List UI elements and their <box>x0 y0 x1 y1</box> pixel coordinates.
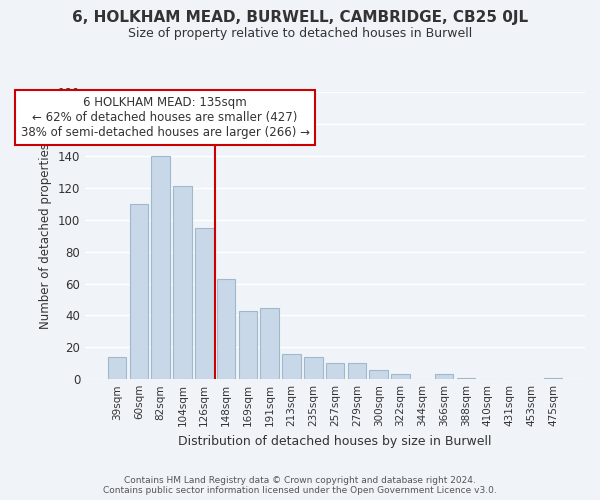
Text: Size of property relative to detached houses in Burwell: Size of property relative to detached ho… <box>128 28 472 40</box>
X-axis label: Distribution of detached houses by size in Burwell: Distribution of detached houses by size … <box>178 434 492 448</box>
Bar <box>326 364 344 379</box>
Bar <box>435 374 454 379</box>
Bar <box>195 228 214 379</box>
Bar <box>173 186 192 379</box>
Bar <box>457 378 475 379</box>
Bar <box>260 308 279 379</box>
Text: 6 HOLKHAM MEAD: 135sqm
← 62% of detached houses are smaller (427)
38% of semi-de: 6 HOLKHAM MEAD: 135sqm ← 62% of detached… <box>20 96 310 138</box>
Bar <box>544 378 562 379</box>
Y-axis label: Number of detached properties: Number of detached properties <box>40 143 52 329</box>
Bar <box>217 279 235 379</box>
Bar <box>347 364 366 379</box>
Bar <box>391 374 410 379</box>
Bar <box>130 204 148 379</box>
Bar <box>239 310 257 379</box>
Bar <box>282 354 301 379</box>
Text: Contains HM Land Registry data © Crown copyright and database right 2024.
Contai: Contains HM Land Registry data © Crown c… <box>103 476 497 495</box>
Bar <box>304 357 323 379</box>
Bar <box>370 370 388 379</box>
Bar <box>151 156 170 379</box>
Text: 6, HOLKHAM MEAD, BURWELL, CAMBRIDGE, CB25 0JL: 6, HOLKHAM MEAD, BURWELL, CAMBRIDGE, CB2… <box>72 10 528 25</box>
Bar <box>108 357 127 379</box>
